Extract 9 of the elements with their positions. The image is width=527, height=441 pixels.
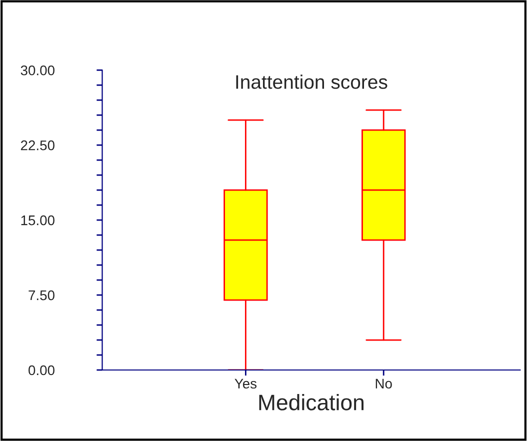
y-tick-label: 15.00 — [21, 215, 54, 226]
y-tick-label: 0.00 — [28, 365, 54, 376]
y-tick-label: 22.50 — [20, 140, 54, 150]
y-tick-label: 7.50 — [28, 290, 54, 300]
x-tick-label: Yes — [234, 378, 257, 389]
chart-title: Inattention scores — [236, 74, 388, 89]
x-tick-label: No — [376, 378, 392, 389]
x-axis-title: Medication — [259, 394, 364, 410]
y-tick-label: 30.00 — [20, 65, 54, 76]
